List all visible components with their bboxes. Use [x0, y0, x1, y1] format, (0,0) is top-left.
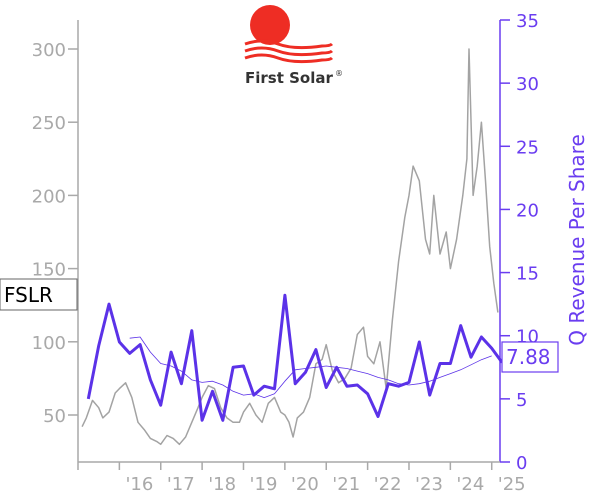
y-right-tick-label: 5 [516, 390, 527, 411]
ticker-label: FSLR [4, 283, 53, 307]
y-right-tick-label: 15 [516, 264, 539, 285]
x-tick-label: '25 [498, 474, 526, 495]
logo-wave-icon [244, 46, 334, 57]
x-tick-label: '19 [250, 474, 278, 495]
logo-sun-icon [250, 5, 290, 45]
logo-wave-icon [244, 53, 334, 64]
y-left-tick-label: 50 [43, 406, 66, 427]
y-left-tick-label: 250 [32, 113, 66, 134]
x-tick-label: '23 [415, 474, 443, 495]
series-price-line [81, 48, 499, 446]
last-value-box: 7.88 [501, 341, 559, 373]
y-right-tick-label: 30 [516, 74, 539, 95]
y-left-tick-label: 150 [32, 260, 66, 281]
y-right-tick-label: 25 [516, 137, 539, 158]
logo-registered-mark: ® [335, 69, 343, 78]
ticker-label-box: FSLR [0, 278, 78, 311]
series-revenue-line [86, 293, 504, 422]
x-tick-label: '18 [208, 474, 236, 495]
y-left-tick-label: 200 [32, 186, 66, 207]
x-tick-label: '21 [332, 474, 360, 495]
x-tick-label: '20 [291, 474, 319, 495]
y-right-tick-label: 0 [516, 453, 527, 474]
x-tick-label: '22 [374, 474, 402, 495]
series-revenue_ma-line [129, 336, 492, 399]
y-right-tick-label: 35 [516, 11, 539, 32]
y-left-tick-label: 300 [32, 40, 66, 61]
first-solar-logo: First Solar ® [244, 5, 343, 87]
last-value-label: 7.88 [506, 345, 551, 369]
x-tick-label: '16 [125, 474, 153, 495]
y-left-tick-label: 100 [32, 333, 66, 354]
x-tick-label: '24 [456, 474, 484, 495]
right-axis-label: Q Revenue Per Share [565, 134, 589, 346]
logo-text: First Solar [245, 69, 333, 87]
logo-wave-icon [244, 39, 334, 50]
y-right-tick-label: 20 [516, 200, 539, 221]
x-tick-label: '17 [167, 474, 195, 495]
